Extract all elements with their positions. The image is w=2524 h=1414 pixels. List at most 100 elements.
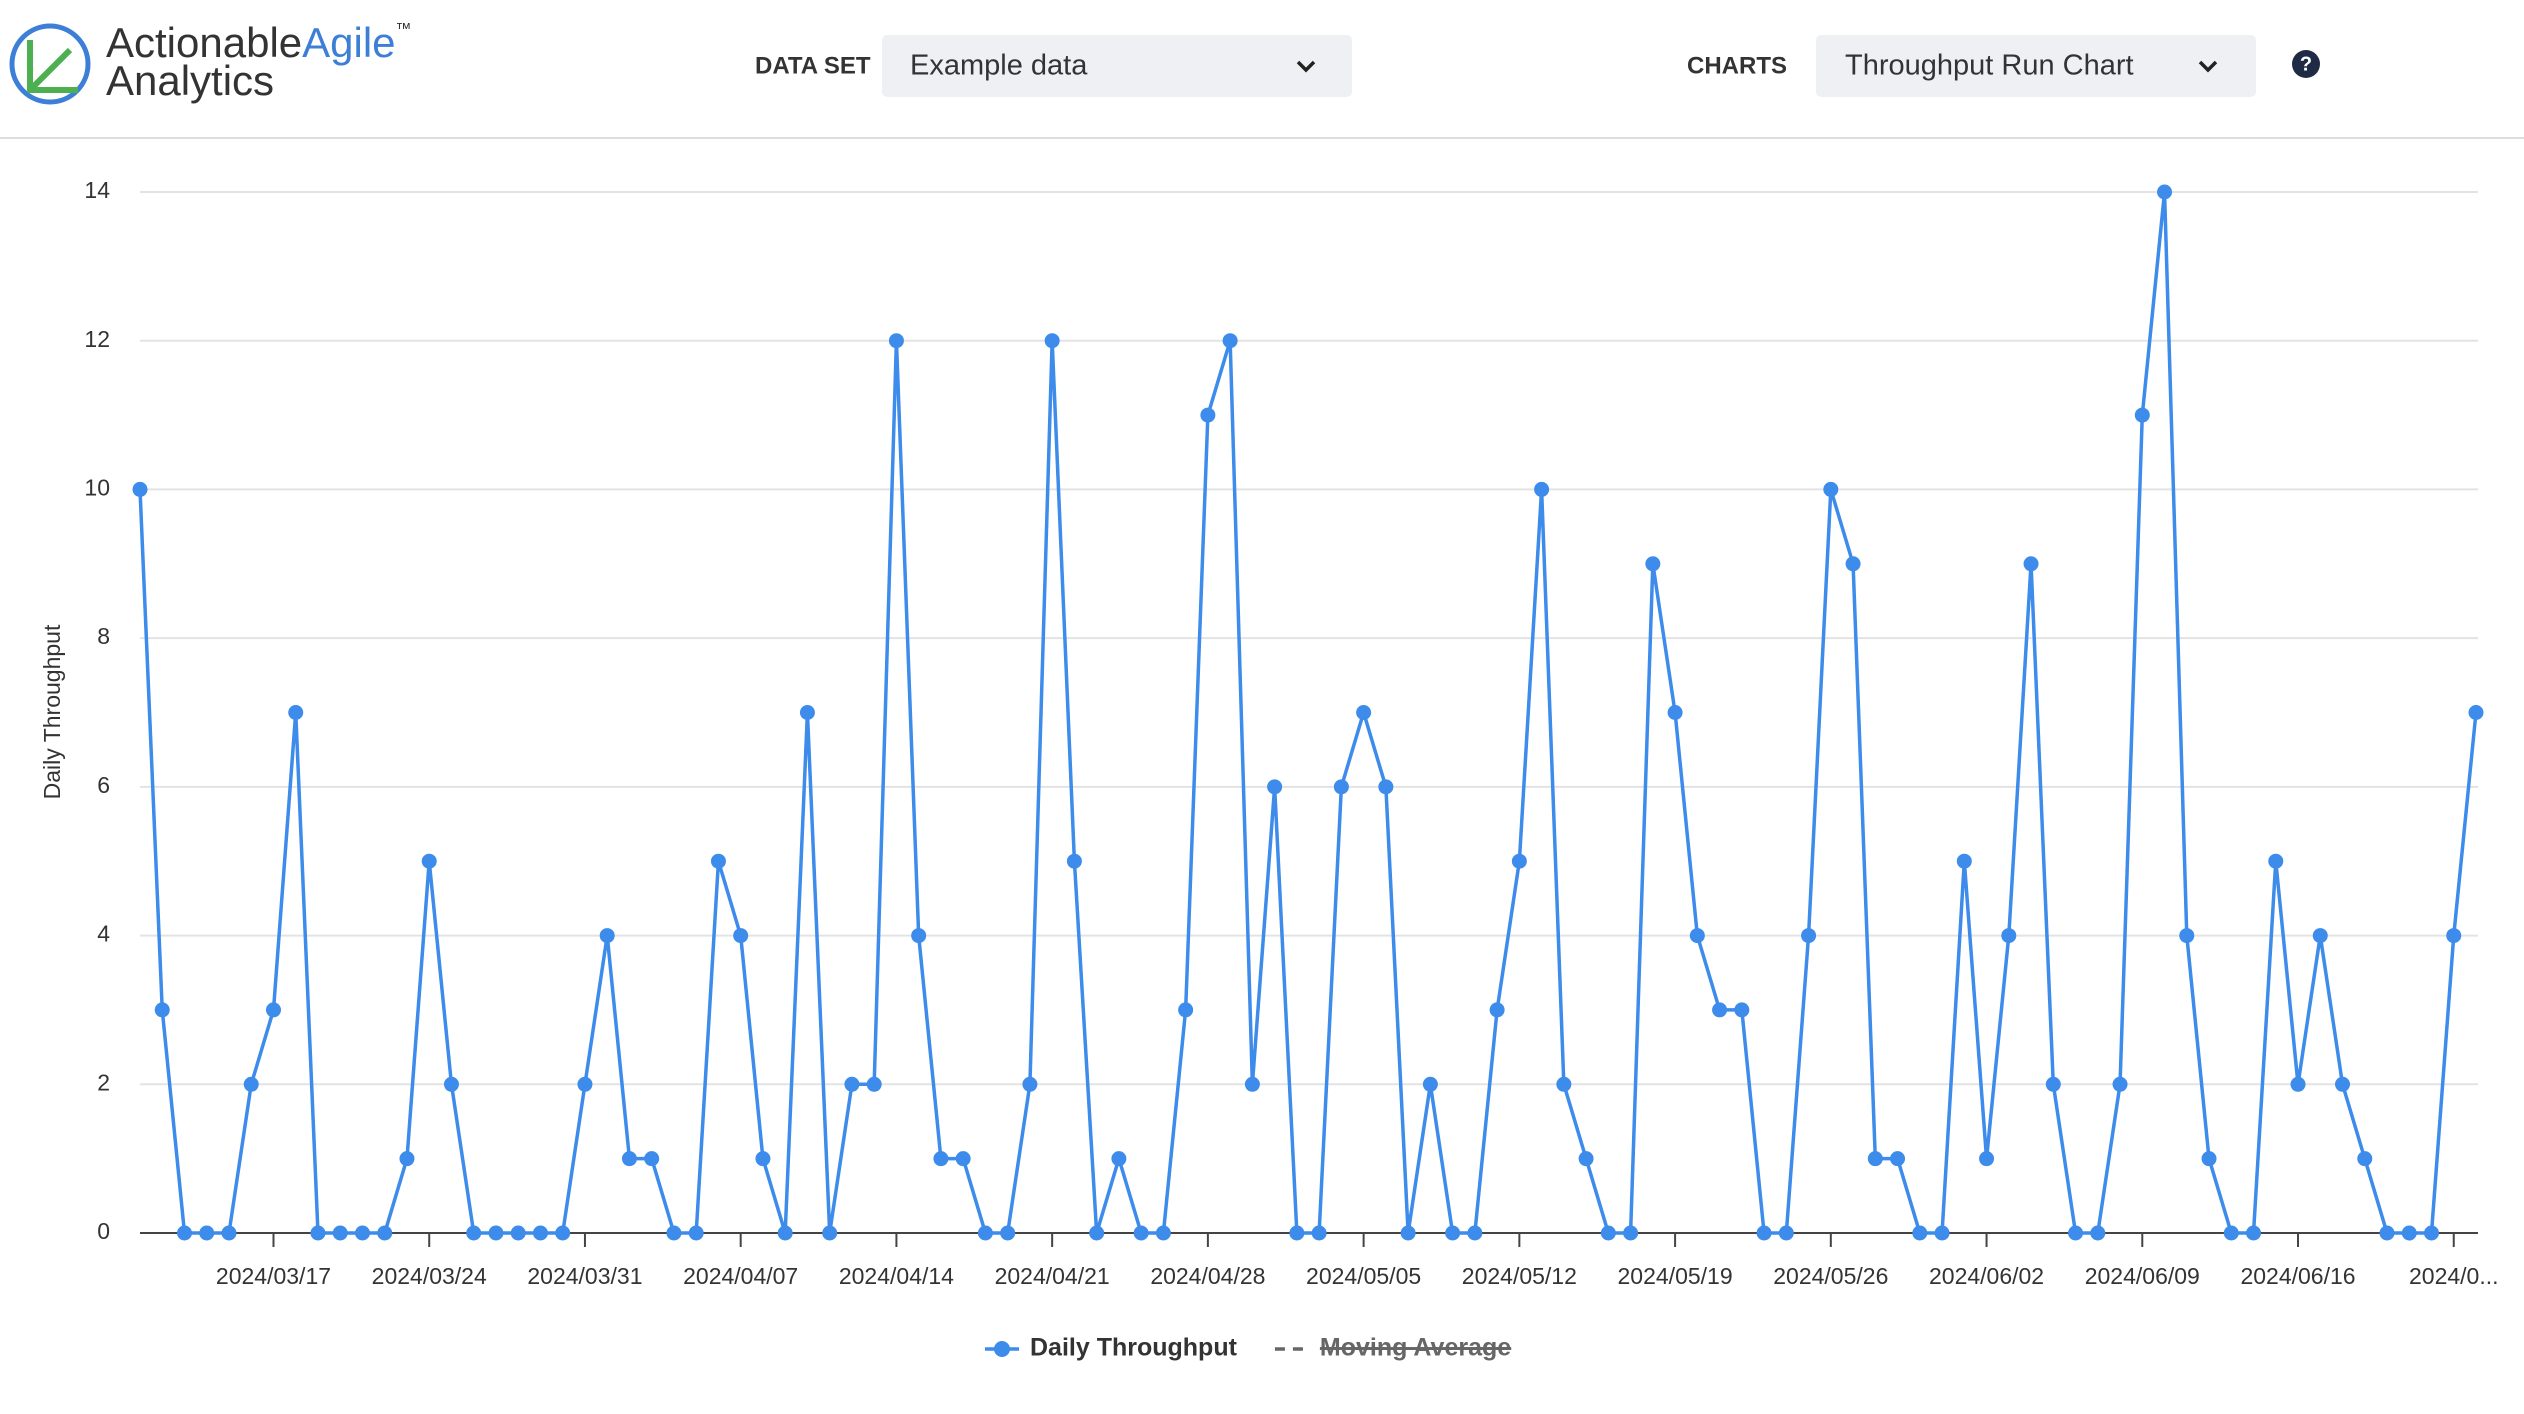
data-point <box>310 1225 326 1241</box>
x-tick-label: 2024/05/26 <box>1773 1263 1888 1289</box>
series-line <box>138 191 2478 1235</box>
x-tick-label: 2024/04/28 <box>1150 1263 1265 1289</box>
data-point <box>354 1225 370 1241</box>
data-point <box>1756 1225 1772 1241</box>
data-point <box>1778 1225 1794 1241</box>
data-point <box>977 1225 993 1241</box>
x-tick-label: 2024/06/16 <box>2240 1263 2355 1289</box>
data-point <box>1801 928 1817 944</box>
y-tick-label: 6 <box>97 772 110 798</box>
dataset-label: DATA SET <box>755 52 871 79</box>
data-point <box>1645 556 1661 572</box>
data-point <box>1289 1225 1305 1241</box>
data-point <box>154 1002 170 1018</box>
data-point <box>2157 184 2173 200</box>
data-point <box>510 1225 526 1241</box>
logo-word: ActionableAgile™ <box>106 19 412 66</box>
data-point <box>1178 1002 1194 1018</box>
data-point <box>2424 1225 2440 1241</box>
data-point <box>911 928 927 944</box>
data-point <box>1534 481 1550 497</box>
data-point <box>1222 333 1238 349</box>
data-point <box>288 705 304 720</box>
data-point <box>1111 1151 1127 1167</box>
legend-label[interactable]: Daily Throughput <box>1030 1334 1238 1362</box>
y-tick-label: 2 <box>97 1069 110 1095</box>
data-point <box>2268 853 2284 869</box>
data-point <box>199 1225 215 1241</box>
help-button[interactable] <box>2292 50 2320 78</box>
x-tick-label: 2024/03/17 <box>216 1263 331 1289</box>
data-point <box>777 1225 793 1241</box>
data-point <box>2090 1225 2106 1241</box>
data-point <box>332 1225 348 1241</box>
data-point <box>1089 1225 1105 1241</box>
data-point <box>1267 779 1283 795</box>
y-tick-label: 4 <box>97 921 110 947</box>
data-point <box>1044 333 1060 349</box>
data-point <box>176 1225 192 1241</box>
x-tick-label: 2024/0... <box>2409 1263 2499 1289</box>
data-point <box>2179 928 2195 944</box>
data-point <box>2112 1076 2128 1092</box>
data-point <box>1845 556 1861 572</box>
data-point <box>1244 1076 1260 1092</box>
data-point <box>2335 1076 2351 1092</box>
data-point <box>1489 1002 1505 1018</box>
y-tick-label: 10 <box>84 475 110 501</box>
data-point <box>1578 1151 1594 1167</box>
dataset-select[interactable] <box>882 35 1352 97</box>
logo-tm: ™ <box>396 21 412 38</box>
data-point <box>2401 1225 2417 1241</box>
data-point <box>443 1076 459 1092</box>
data-point <box>1445 1225 1461 1241</box>
data-point <box>1890 1151 1906 1167</box>
data-point <box>466 1225 482 1241</box>
data-point <box>577 1076 593 1092</box>
data-point <box>1956 853 1972 869</box>
dataset-value: Example data <box>910 50 1088 82</box>
data-point <box>2446 928 2462 944</box>
data-point <box>888 333 904 349</box>
data-point <box>1066 853 1082 869</box>
x-tick-label: 2024/05/05 <box>1306 1263 1421 1289</box>
data-point <box>1133 1225 1149 1241</box>
data-point <box>221 1225 237 1241</box>
data-point <box>822 1225 838 1241</box>
data-point <box>599 928 615 944</box>
data-point <box>1623 1225 1639 1241</box>
data-point <box>421 853 437 869</box>
data-point <box>844 1076 860 1092</box>
header: ActionableAgile™ Analytics DATA SET Exam… <box>0 19 2524 139</box>
data-point <box>1823 481 1839 497</box>
data-point <box>1467 1225 1483 1241</box>
data-point <box>2134 407 2150 423</box>
x-tick-label: 2024/05/12 <box>1462 1263 1577 1289</box>
logo-ring <box>9 23 91 105</box>
data-point <box>1934 1225 1950 1241</box>
x-tick-label: 2024/04/07 <box>683 1263 798 1289</box>
data-point <box>1200 407 1216 423</box>
data-point <box>1311 1225 1327 1241</box>
data-point <box>799 705 815 720</box>
x-tick-label: 2024/03/24 <box>372 1263 487 1289</box>
data-point <box>1000 1225 1016 1241</box>
data-point <box>2290 1076 2306 1092</box>
legend-label-hidden[interactable]: Moving Average <box>1320 1334 1511 1362</box>
data-point <box>710 853 726 869</box>
logo-word3: Analytics <box>106 57 274 104</box>
data-point <box>733 928 749 944</box>
data-point <box>1734 1002 1750 1018</box>
data-point <box>933 1151 949 1167</box>
dataset-chevron <box>1296 60 1316 73</box>
data-point <box>1689 928 1705 944</box>
data-point <box>1667 705 1683 720</box>
data-point <box>555 1225 571 1241</box>
charts-label: CHARTS <box>1687 52 1787 79</box>
data-point <box>1378 779 1394 795</box>
charts-select[interactable] <box>1816 35 2256 97</box>
data-point <box>1867 1151 1883 1167</box>
